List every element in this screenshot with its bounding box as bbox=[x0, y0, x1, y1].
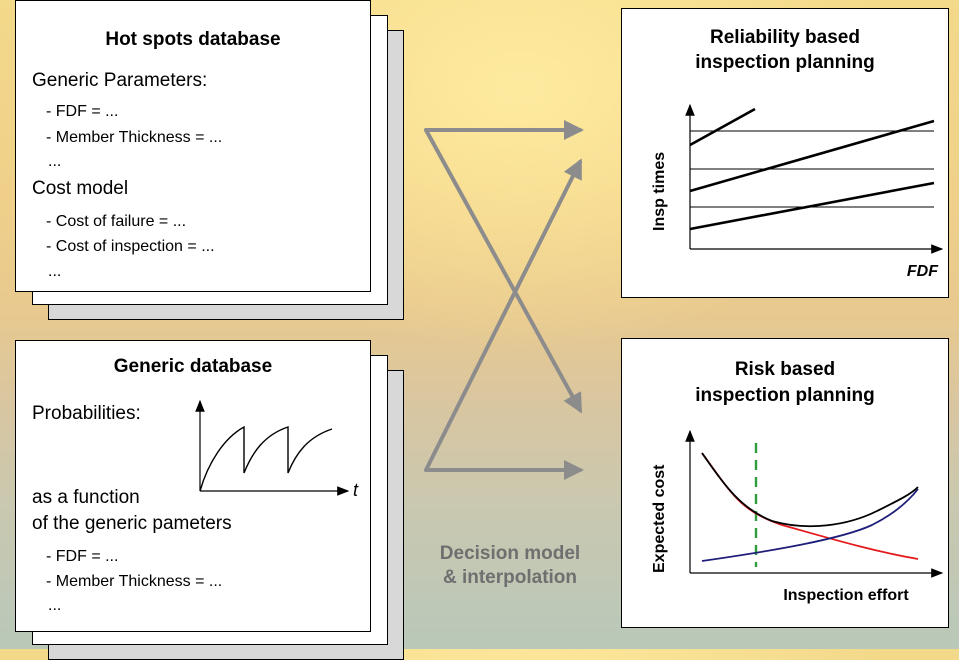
decision-model-label: Decision model & interpolation bbox=[410, 542, 610, 590]
risk-title: Risk based inspection planning bbox=[622, 357, 948, 409]
arrow-generic-to-reliability bbox=[424, 158, 582, 472]
arrow-hotspots-to-risk bbox=[424, 128, 582, 414]
plan-line bbox=[689, 181, 935, 231]
plan-line bbox=[689, 119, 935, 193]
reliability-xlabel: FDF bbox=[907, 263, 939, 280]
risk-title-line1: Risk based bbox=[734, 359, 836, 380]
card-front: Generic database Probabilities: as a fun… bbox=[15, 340, 371, 632]
list-item: - Cost of inspection = ... bbox=[46, 238, 215, 255]
total-cost-curve bbox=[701, 452, 919, 528]
list-item: - FDF = ... bbox=[46, 103, 119, 120]
list-item: - Member Thickness = ... bbox=[46, 573, 223, 590]
list-item: - Member Thickness = ... bbox=[46, 129, 223, 146]
risk-ylabel: Expected cost bbox=[651, 464, 668, 573]
list-item: - Cost of failure = ... bbox=[46, 213, 187, 230]
card-front: Hot spots database Generic Parameters: -… bbox=[15, 0, 371, 292]
inspection-cost-curve bbox=[701, 488, 919, 562]
reliability-chart: Insp times FDF bbox=[651, 103, 944, 280]
decision-line1: Decision model bbox=[439, 543, 581, 564]
sawtooth-curve bbox=[199, 425, 333, 492]
risk-title-line2: inspection planning bbox=[695, 385, 875, 406]
reliability-title: Reliability based inspection planning bbox=[622, 25, 948, 75]
function-label-line1: as a function bbox=[32, 487, 140, 508]
decision-line2: & interpolation bbox=[442, 567, 578, 588]
list-item: ... bbox=[48, 597, 62, 614]
generic-parameters-label: Generic Parameters: bbox=[32, 70, 208, 91]
probabilities-label: Probabilities: bbox=[32, 403, 141, 424]
plan-line bbox=[689, 107, 756, 147]
reliability-planning-card: Reliability based inspection planning In… bbox=[621, 8, 949, 298]
function-label-line2: of the generic pameters bbox=[32, 513, 232, 534]
list-item: - FDF = ... bbox=[46, 548, 119, 565]
cost-model-label: Cost model bbox=[32, 178, 129, 199]
risk-chart: Expected cost Inspection effort bbox=[651, 429, 944, 604]
reliability-ylabel: Insp times bbox=[651, 152, 668, 231]
reliability-title-line1: Reliability based bbox=[710, 27, 860, 48]
t-axis-label: t bbox=[353, 480, 359, 500]
risk-xlabel: Inspection effort bbox=[783, 587, 909, 604]
list-item: ... bbox=[48, 263, 62, 280]
generic-db-title: Generic database bbox=[113, 356, 273, 377]
reliability-title-line2: inspection planning bbox=[695, 52, 875, 73]
list-item: ... bbox=[48, 153, 62, 170]
risk-planning-card: Risk based inspection planning Expected … bbox=[621, 338, 949, 628]
probability-sawtooth-chart: t bbox=[195, 399, 359, 500]
hotspots-title: Hot spots database bbox=[105, 29, 281, 50]
